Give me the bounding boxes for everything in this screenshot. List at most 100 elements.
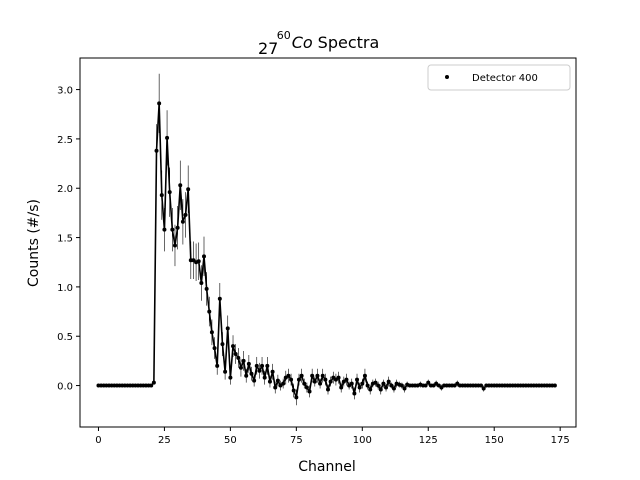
data-point: [381, 381, 386, 386]
data-point: [326, 387, 330, 392]
data-point: [231, 344, 236, 349]
y-tick-label: 0.5: [57, 332, 73, 343]
x-tick-label: 175: [551, 435, 570, 446]
data-point: [267, 379, 272, 384]
data-point: [296, 377, 301, 382]
data-point: [217, 296, 222, 301]
plot-frame: [79, 57, 577, 428]
x-tick-label: 50: [224, 435, 237, 446]
chart-title: 60Co Spectra: [277, 29, 380, 52]
data-point: [552, 383, 557, 388]
data-point: [238, 365, 243, 370]
data-point: [402, 386, 407, 391]
data-point: [318, 381, 323, 386]
data-point: [291, 388, 296, 393]
data-point: [220, 342, 225, 347]
data-point: [254, 363, 259, 368]
data-point: [307, 389, 312, 394]
data-point: [481, 386, 486, 391]
data-point: [339, 385, 344, 390]
data-point: [199, 280, 204, 285]
data-point: [355, 377, 360, 382]
data-point: [241, 358, 246, 363]
data-point: [212, 346, 217, 351]
data-point: [479, 383, 484, 388]
data-point: [204, 286, 209, 291]
data-point: [183, 212, 188, 217]
data-point: [302, 381, 307, 386]
x-tick-label: 125: [419, 435, 438, 446]
data-point: [170, 227, 175, 232]
data-point: [386, 379, 391, 384]
title-symbol: Co: [292, 33, 313, 52]
y-tick-label: 0.0: [57, 382, 73, 393]
data-point: [304, 385, 309, 390]
data-point: [265, 363, 270, 368]
legend: Detector 400: [427, 64, 571, 91]
data-point: [360, 381, 365, 386]
data-point: [172, 243, 177, 248]
data-point: [223, 369, 228, 374]
data-point: [281, 381, 286, 386]
data-point: [273, 385, 278, 390]
data-point: [391, 386, 396, 391]
data-points: [96, 101, 557, 400]
data-point: [294, 395, 299, 400]
data-point: [312, 379, 317, 384]
data-point: [328, 379, 333, 384]
data-point: [165, 135, 170, 140]
data-point: [423, 383, 428, 388]
legend-label: Detector 400: [472, 73, 538, 84]
data-point: [244, 373, 249, 378]
y-tick-label: 1.5: [57, 234, 73, 245]
x-tick-label: 75: [290, 435, 303, 446]
data-point: [178, 183, 183, 188]
data-point: [315, 373, 320, 378]
data-point: [362, 373, 367, 378]
y-tick-label: 2.0: [57, 184, 73, 195]
data-point: [162, 227, 167, 232]
data-point: [175, 225, 180, 230]
data-point: [320, 373, 325, 378]
y-axis-label: Counts (#/s): [26, 199, 42, 287]
data-point: [202, 254, 206, 259]
data-point: [289, 377, 294, 382]
data-point: [299, 373, 304, 378]
data-point: [167, 190, 172, 195]
x-tick-label: 0: [95, 435, 101, 446]
data-point: [323, 377, 328, 382]
data-point: [157, 101, 162, 106]
data-point: [260, 363, 265, 368]
data-point: [349, 381, 354, 386]
data-point: [246, 361, 251, 366]
data-point: [225, 326, 230, 331]
data-point: [344, 377, 349, 382]
data-point: [196, 259, 201, 264]
data-point: [186, 187, 191, 192]
y-tick-label: 1.0: [57, 283, 73, 294]
data-point: [228, 375, 233, 380]
data-point: [236, 355, 241, 360]
data-point: [207, 309, 212, 314]
data-point: [249, 371, 254, 376]
x-axis-label: Channel: [298, 459, 355, 475]
data-point: [149, 383, 154, 388]
data-point: [154, 148, 159, 153]
data-point: [357, 385, 362, 390]
data-point: [209, 330, 214, 335]
data-point: [365, 383, 370, 388]
data-point: [378, 387, 383, 392]
y-tick-label: 3.0: [57, 86, 73, 97]
data-point: [352, 391, 357, 396]
data-point: [252, 378, 257, 383]
title-mass-number: 60: [277, 29, 291, 42]
data-point: [310, 373, 315, 378]
title-atomic-number: 27: [258, 39, 278, 58]
data-point: [286, 373, 291, 378]
x-tick-label: 150: [485, 435, 504, 446]
axis-ticks: 0 25 50 75 100 125 150 175 0.0 0.5 1.0 1.5 2.0 2.5 3.0: [57, 86, 570, 446]
data-point: [215, 363, 220, 368]
data-point: [376, 383, 381, 388]
x-tick-label: 100: [353, 435, 372, 446]
